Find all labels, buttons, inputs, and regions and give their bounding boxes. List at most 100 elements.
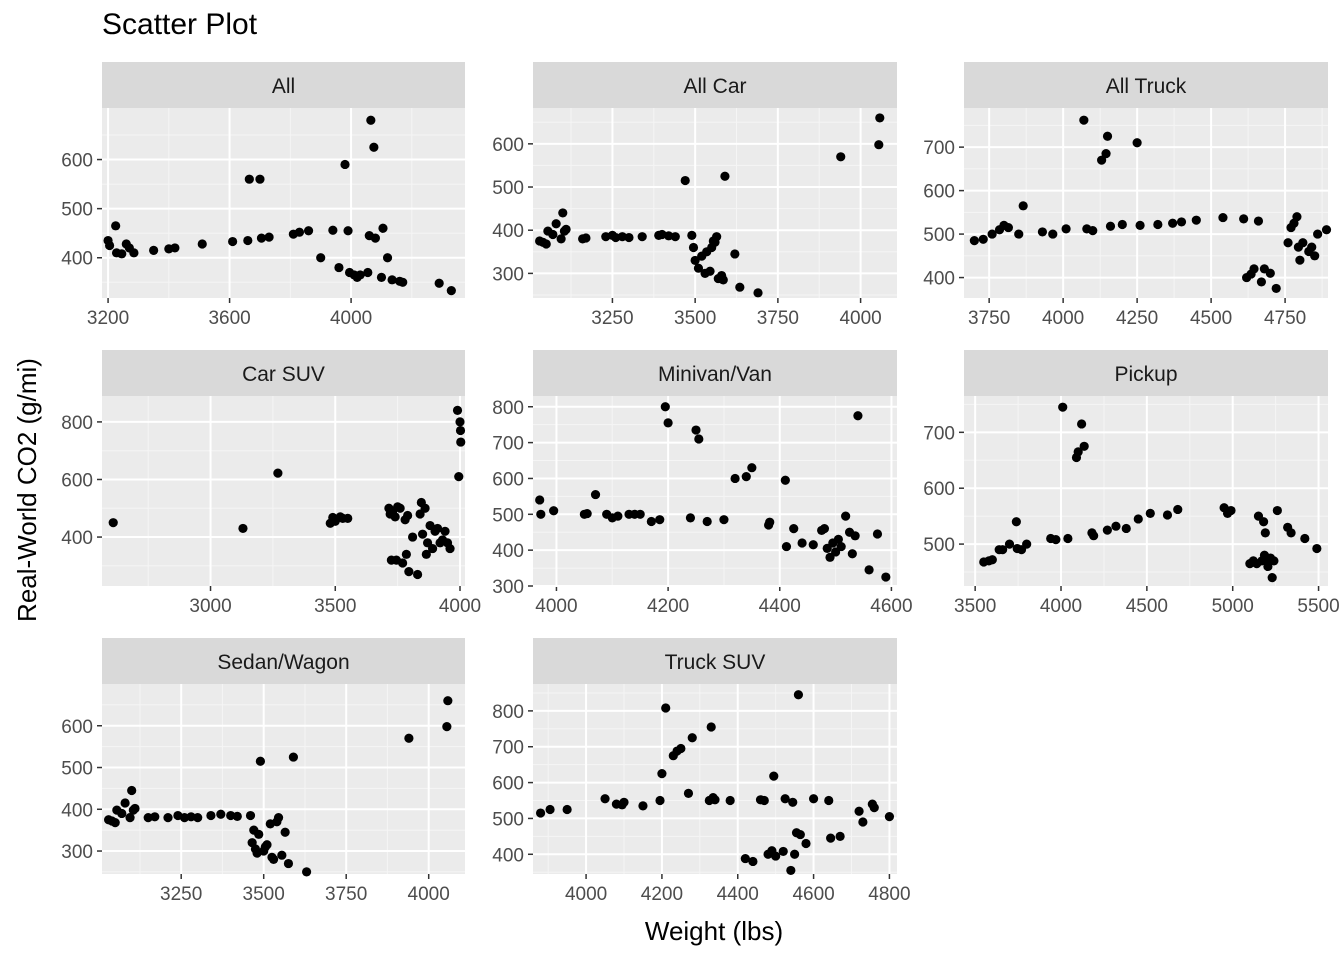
data-point (1102, 525, 1112, 535)
data-point (771, 851, 781, 861)
data-point (343, 226, 353, 236)
data-point (835, 831, 845, 841)
data-point (833, 534, 843, 544)
data-point (245, 810, 256, 821)
data-point (149, 245, 159, 255)
y-axis-title: Real-World CO2 (g/mi) (12, 358, 42, 622)
data-point (130, 803, 140, 814)
data-point (793, 690, 804, 700)
data-point (452, 405, 463, 415)
data-point (1267, 573, 1277, 583)
data-point (657, 769, 667, 779)
data-point (254, 829, 264, 839)
data-point (581, 233, 591, 243)
data-point (256, 233, 267, 243)
data-point (824, 795, 834, 806)
data-point (1162, 510, 1173, 520)
data-point (294, 227, 305, 237)
panel-background-truck-suv (533, 684, 897, 874)
data-point (637, 232, 647, 242)
data-point (1004, 539, 1015, 549)
data-point (104, 240, 115, 251)
data-point (216, 809, 226, 819)
data-point (269, 854, 279, 864)
data-point (1061, 224, 1071, 234)
data-point (969, 236, 979, 246)
data-point (712, 232, 722, 242)
data-point (847, 549, 857, 559)
y-tick-label: 800 (492, 398, 524, 419)
data-point (316, 253, 326, 263)
data-point (769, 771, 779, 781)
panels-layer: All 3200 3600 4000 400 500 600 All Car 3250 3500 3… (61, 62, 1340, 905)
data-point (874, 140, 884, 150)
x-tick-label: 3000 (189, 596, 231, 617)
strip-all-car (533, 62, 897, 108)
data-point (1321, 225, 1332, 235)
panel-all-car: All Car 3250 3500 3750 4000 300 400 500 600 (492, 62, 897, 329)
data-point (340, 159, 350, 170)
panel-background-sedan-wagon (102, 684, 465, 874)
y-tick-label: 500 (61, 759, 93, 780)
data-point (1097, 155, 1107, 165)
y-tick-label: 600 (492, 774, 524, 795)
data-point (801, 838, 811, 849)
x-tick-label: 3250 (591, 308, 633, 329)
data-point (412, 569, 423, 580)
data-point (1051, 535, 1061, 545)
data-point (691, 425, 701, 435)
x-tick-label: 4000 (839, 308, 881, 329)
panel-background-all-truck (964, 108, 1328, 298)
x-tick-label: 4000 (408, 884, 450, 905)
data-point (455, 417, 465, 427)
data-point (720, 171, 730, 181)
data-point (454, 472, 464, 482)
data-point (1003, 222, 1013, 233)
data-point (545, 804, 555, 815)
data-point (232, 811, 242, 821)
data-point (680, 175, 690, 186)
x-tick-label: 3500 (243, 884, 285, 905)
data-point (536, 509, 546, 519)
data-point (445, 543, 455, 554)
panel-car-suv: Car SUV 3000 3500 4000 400 600 800 (61, 350, 481, 617)
data-point (1058, 402, 1068, 412)
data-point (404, 733, 414, 743)
data-point (427, 543, 438, 554)
data-point (790, 849, 800, 859)
data-point (987, 555, 997, 565)
x-tick-label: 3500 (674, 308, 716, 329)
data-point (741, 472, 751, 482)
data-point (403, 510, 413, 521)
data-point (443, 696, 453, 706)
strip-sedan-wagon (102, 638, 465, 684)
data-point (1283, 238, 1293, 248)
data-point (978, 234, 988, 244)
y-tick-label: 800 (61, 413, 93, 434)
data-point (129, 248, 139, 258)
y-tick-label: 400 (492, 221, 524, 242)
data-point (303, 226, 314, 236)
data-point (417, 529, 428, 539)
data-point (1022, 539, 1032, 549)
data-point (1263, 561, 1273, 572)
data-point (600, 794, 610, 804)
y-tick-label: 600 (61, 717, 93, 738)
x-tick-label: 4200 (647, 596, 689, 617)
data-point (730, 249, 740, 259)
data-point (1117, 219, 1127, 230)
data-point (262, 840, 272, 850)
data-point (456, 437, 466, 447)
data-point (759, 795, 769, 806)
strip-label-minivan-van: Minivan/Van (658, 363, 772, 386)
data-point (826, 833, 836, 843)
data-point (420, 503, 430, 513)
data-point (111, 221, 121, 231)
data-point (434, 278, 444, 288)
data-point (541, 239, 551, 249)
strip-minivan-van (533, 350, 897, 396)
data-point (1037, 227, 1048, 237)
data-point (670, 232, 680, 242)
x-tick-label: 5500 (1297, 596, 1339, 617)
data-point (1239, 214, 1249, 224)
